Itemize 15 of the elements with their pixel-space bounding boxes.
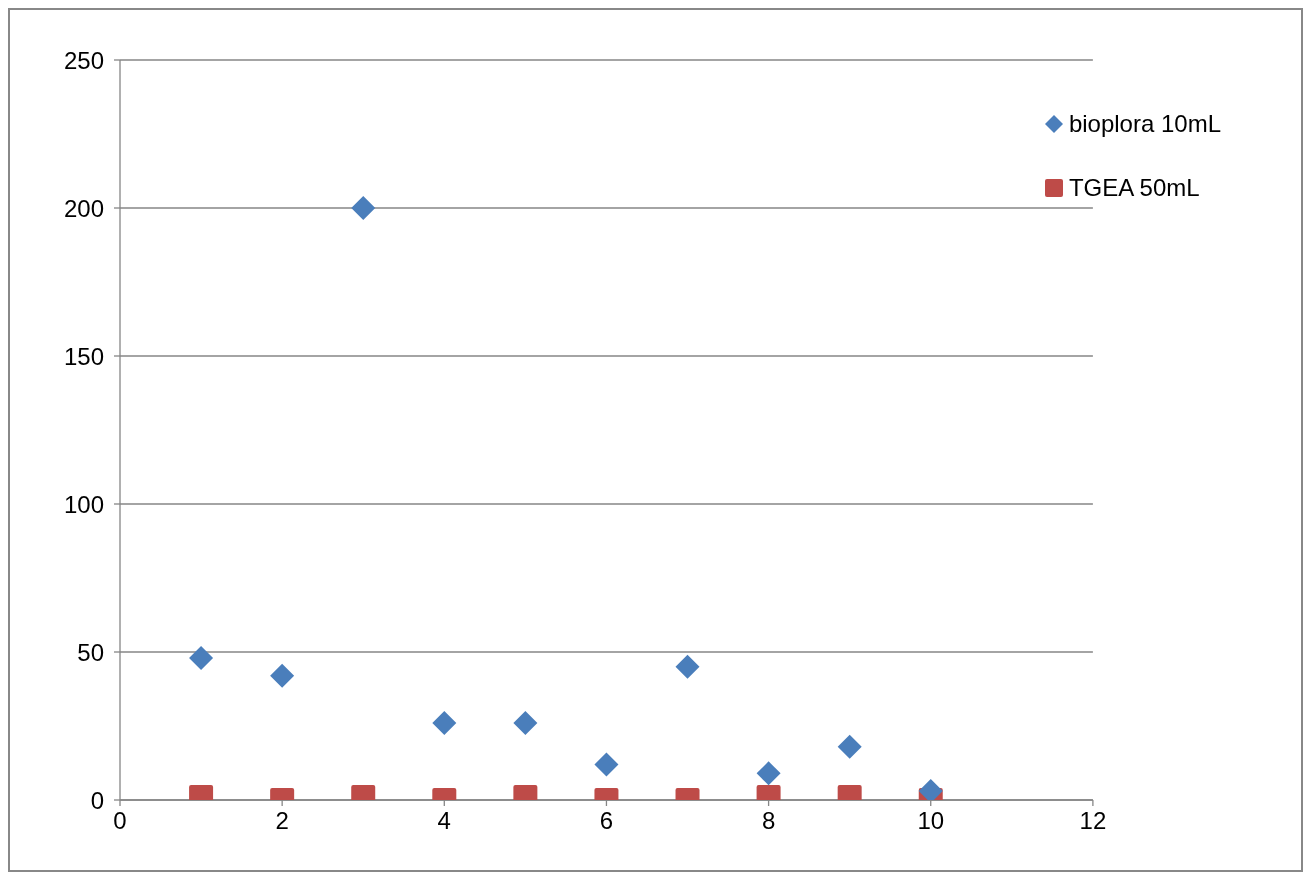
x-tick-label: 2: [275, 807, 289, 835]
x-tick-label: 6: [599, 807, 614, 835]
x-tick-label: 10: [917, 807, 945, 835]
x-tick-label: 8: [761, 807, 776, 835]
legend-label: TGEA 50mL: [1068, 174, 1200, 202]
y-tick-label: 200: [63, 194, 104, 222]
y-tick-label: 100: [63, 490, 104, 518]
x-tick-label: 0: [113, 807, 127, 835]
y-tick-label: 50: [77, 638, 104, 666]
x-tick-label: 4: [437, 807, 451, 835]
y-tick-label: 150: [63, 342, 104, 370]
y-tick-label: 0: [90, 786, 104, 814]
x-tick-label: 12: [1079, 807, 1107, 835]
legend-label: bioplora 10mL: [1068, 110, 1221, 138]
y-tick-label: 250: [63, 46, 104, 74]
